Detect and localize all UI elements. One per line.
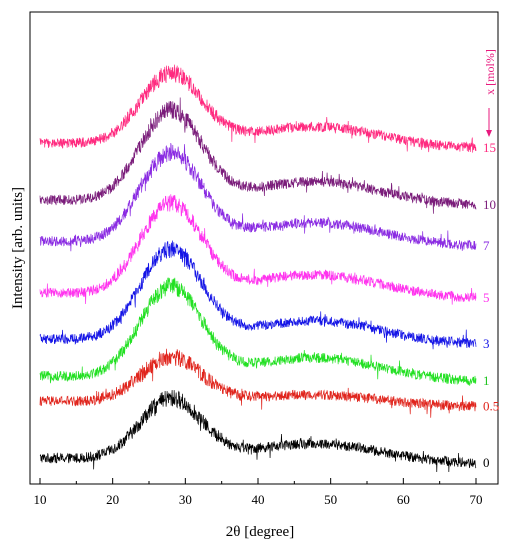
series-line-0.5 [39,348,477,418]
series-line-1 [39,277,477,387]
series-label-1: 1 [483,373,490,388]
x-axis-ticks: 10 20 30 40 50 60 70 [34,478,483,507]
x-tick-label-10: 10 [34,492,47,507]
series-layer [39,64,477,473]
x-tick-label-40: 40 [252,492,265,507]
y-axis-label: Intensity [arb. units] [10,187,26,309]
x-tick-label-20: 20 [106,492,119,507]
legend-title: x [mol%] [483,49,497,95]
series-labels: 0 0.5 1 3 5 7 10 15 [483,140,499,470]
x-tick-label-50: 50 [324,492,337,507]
x-tick-label-30: 30 [179,492,192,507]
legend-arrow-head [486,130,492,137]
x-axis-label: 2θ [degree] [226,524,294,540]
series-label-0: 0 [483,455,490,470]
x-tick-label-70: 70 [470,492,483,507]
series-label-5: 5 [483,290,490,305]
series-label-10: 10 [483,197,496,212]
series-line-3 [39,240,477,350]
series-label-0.5: 0.5 [483,398,499,413]
series-label-7: 7 [483,238,490,253]
series-line-7 [39,142,477,252]
plot-frame [29,11,499,485]
series-line-0 [39,390,477,473]
series-line-5 [39,194,477,305]
series-label-15: 15 [483,140,496,155]
legend: x [mol%] [483,49,497,137]
series-line-15 [39,64,477,153]
series-label-3: 3 [483,336,490,351]
series-line-10 [39,97,477,214]
x-tick-label-60: 60 [397,492,410,507]
